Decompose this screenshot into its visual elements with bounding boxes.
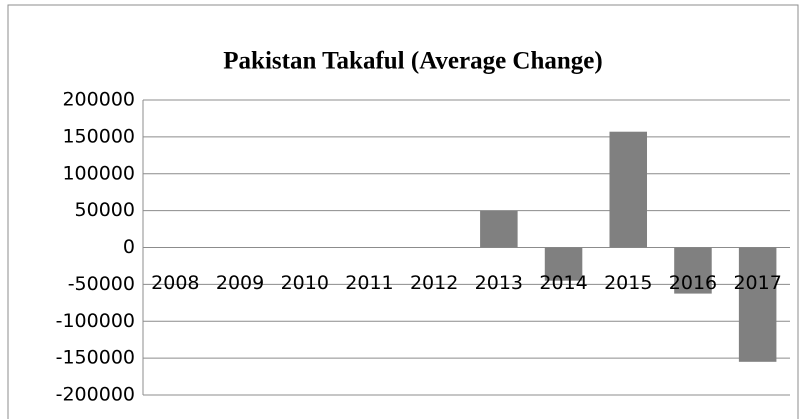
x-tick-label: 2014 [539, 272, 587, 294]
y-tick-label: -200000 [56, 384, 135, 406]
x-tick-label: 2016 [669, 272, 717, 294]
y-tick-label: 50000 [75, 199, 135, 221]
x-tick-label: 2008 [151, 272, 199, 294]
y-tick-label: 150000 [62, 125, 135, 147]
x-tick-label: 2013 [475, 272, 523, 294]
x-tick-label: 2010 [281, 272, 329, 294]
chart-title: Pakistan Takaful (Average Change) [223, 48, 602, 75]
y-tick-label: -50000 [68, 273, 135, 295]
x-tick-label: 2017 [733, 272, 781, 294]
bar [674, 247, 712, 294]
y-tick-label: 100000 [62, 162, 135, 184]
y-tick-label: -150000 [56, 347, 135, 369]
bar [738, 247, 777, 362]
bar [609, 131, 648, 248]
x-tick-label: 2012 [410, 272, 458, 294]
chart-frame [7, 4, 799, 419]
x-tick-label: 2011 [345, 272, 393, 294]
x-tick-label: 2015 [604, 272, 652, 294]
y-tick-label: 0 [123, 236, 135, 258]
bar [480, 210, 518, 248]
x-tick-label: 2009 [216, 272, 264, 294]
bar [544, 247, 583, 281]
y-tick-label: -100000 [56, 310, 135, 332]
y-tick-label: 200000 [62, 89, 135, 111]
